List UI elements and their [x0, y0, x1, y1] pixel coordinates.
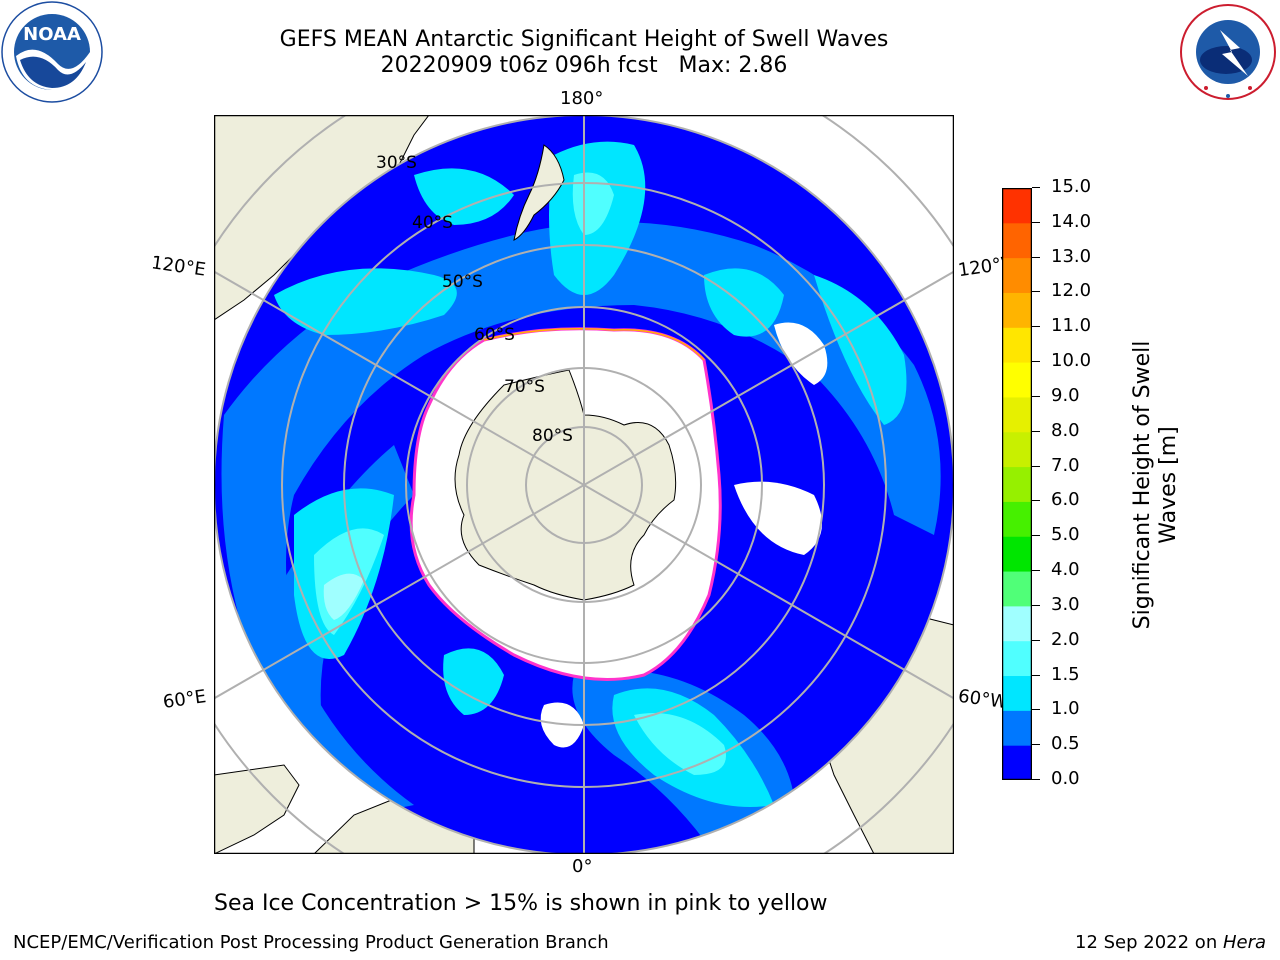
colorbar-tick-label: 4.0: [1051, 559, 1080, 581]
colorbar-title-line2: Waves [m]: [1156, 426, 1181, 544]
colorbar-segment: [1002, 710, 1032, 746]
colorbar-segment: [1002, 362, 1032, 398]
lat-label-40s: 40°S: [412, 213, 453, 233]
colorbar-tick-label: 7.0: [1051, 454, 1080, 476]
map-canvas: 30°S 40°S 50°S 60°S 70°S 80°S: [214, 115, 954, 854]
noaa-logo-icon: NOAA: [1, 1, 103, 103]
colorbar-segment: [1002, 292, 1032, 328]
colorbar-tick-label: 1.5: [1051, 663, 1080, 685]
colorbar-tick-mark: [1032, 291, 1040, 293]
footer-date-text: 12 Sep 2022 on: [1075, 932, 1223, 953]
colorbar-tick-mark: [1032, 709, 1040, 711]
colorbar-tick-label: 6.0: [1051, 489, 1080, 511]
colorbar-segment: [1002, 605, 1032, 642]
colorbar-tick-label: 13.0: [1051, 245, 1092, 267]
colorbar-tick-label: 1.0: [1051, 698, 1080, 720]
colorbar-tick-mark: [1032, 779, 1040, 780]
footer-date: 12 Sep 2022 on Hera: [1075, 932, 1266, 954]
colorbar-tick-mark: [1032, 639, 1040, 641]
colorbar-tick-label: 9.0: [1051, 384, 1080, 406]
sea-ice-note: Sea Ice Concentration > 15% is shown in …: [214, 891, 828, 916]
colorbar-tick-mark: [1032, 221, 1040, 223]
lon-label-top: 180°: [560, 88, 604, 109]
colorbar-segment: [1002, 222, 1032, 259]
lon-label-bottom: 0°: [572, 856, 593, 877]
colorbar-segment: [1002, 536, 1032, 572]
colorbar-title-line1: Significant Height of Swell: [1130, 340, 1155, 630]
lat-label-50s: 50°S: [442, 272, 483, 292]
colorbar-tick-mark: [1032, 535, 1040, 537]
colorbar-segment: [1002, 640, 1032, 677]
colorbar-tick-label: 2.0: [1051, 628, 1080, 650]
lon-label-left-lower: 60°E: [161, 686, 208, 713]
colorbar-segment: [1002, 431, 1032, 468]
chart-title: GEFS MEAN Antarctic Significant Height o…: [279, 27, 889, 52]
colorbar-tick-label: 11.0: [1051, 315, 1092, 337]
colorbar-border: [1002, 188, 1032, 780]
colorbar-tick-mark: [1032, 430, 1040, 432]
colorbar-tick-label: 15.0: [1051, 176, 1092, 197]
colorbar-tick-label: 12.0: [1051, 280, 1092, 302]
lat-label-80s: 80°S: [532, 426, 573, 446]
colorbar-segment: [1002, 501, 1032, 537]
colorbar-tick-label: 10.0: [1051, 350, 1092, 372]
colorbar-tick-mark: [1032, 256, 1040, 258]
colorbar-tick-label: 8.0: [1051, 419, 1080, 441]
lat-label-30s: 30°S: [376, 153, 417, 173]
chart-subtitle: 20220909 t06z 096h fcst Max: 2.86: [380, 53, 788, 78]
colorbar-segment: [1002, 396, 1032, 433]
colorbar-tick-mark: [1032, 465, 1040, 467]
colorbar-tick-label: 0.5: [1051, 733, 1080, 755]
colorbar: [1002, 188, 1032, 780]
colorbar-tick-mark: [1032, 395, 1040, 397]
footer-credit: NCEP/EMC/Verification Post Processing Pr…: [13, 932, 609, 953]
colorbar-tick-label: 0.0: [1051, 768, 1080, 789]
colorbar-segment: [1002, 466, 1032, 502]
lon-label-left-upper: 120°E: [149, 252, 207, 281]
colorbar-tick-mark: [1032, 604, 1040, 606]
svg-text:NOAA: NOAA: [23, 24, 81, 45]
colorbar-tick-mark: [1032, 674, 1040, 676]
colorbar-tick-mark: [1032, 570, 1040, 572]
land-africa: [214, 764, 300, 854]
colorbar-segment: [1002, 257, 1032, 293]
colorbar-segment: [1002, 675, 1032, 711]
colorbar-segment: [1002, 188, 1032, 224]
colorbar-tick-mark: [1032, 744, 1040, 746]
nws-logo-icon: [1178, 2, 1278, 102]
colorbar-segment: [1002, 571, 1032, 607]
colorbar-tick-mark: [1032, 326, 1040, 328]
colorbar-title: Significant Height of Swell Waves [m]: [1130, 325, 1182, 645]
lat-label-60s: 60°S: [474, 325, 515, 345]
colorbar-tick-label: 5.0: [1051, 524, 1080, 546]
colorbar-tick-mark: [1032, 500, 1040, 502]
colorbar-tick-label: 14.0: [1051, 210, 1092, 232]
land-new-zealand: [513, 144, 565, 241]
footer-machine: Hera: [1222, 932, 1266, 953]
colorbar-segment: [1002, 327, 1032, 363]
colorbar-tick-mark: [1032, 187, 1040, 188]
colorbar-tick-mark: [1032, 361, 1040, 363]
colorbar-segment: [1002, 745, 1032, 780]
lat-label-70s: 70°S: [504, 377, 545, 397]
colorbar-tick-label: 3.0: [1051, 593, 1080, 615]
